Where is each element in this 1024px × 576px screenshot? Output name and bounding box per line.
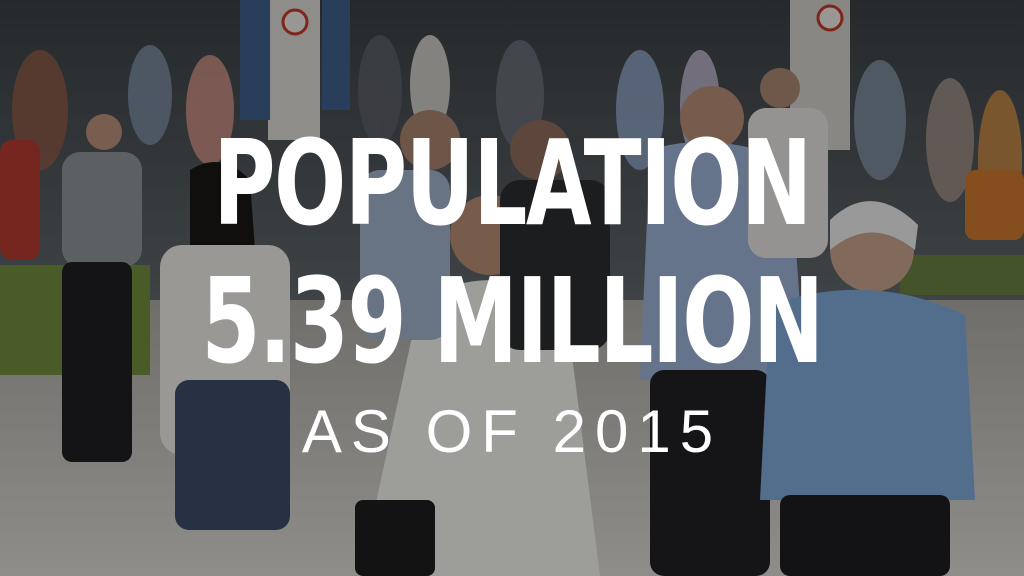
- headline-line-figure: 5.39 MILLION: [201, 252, 824, 390]
- headline-line-year: AS OF 2015: [301, 398, 723, 465]
- headline-line-population: POPULATION: [213, 114, 812, 252]
